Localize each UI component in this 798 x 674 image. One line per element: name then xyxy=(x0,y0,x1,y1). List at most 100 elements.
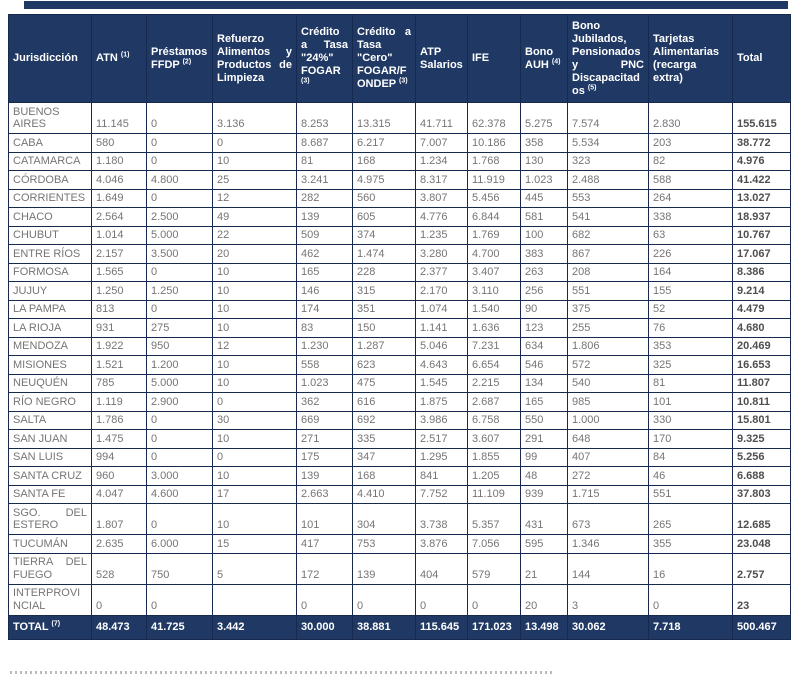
table-row: SAN LUIS 994 0 0 175 347 1.295 1.855 99 407 84 5.25… xyxy=(8,447,791,467)
value-cell: 168 xyxy=(352,466,416,486)
total-value-cell: 7.718 xyxy=(648,614,733,640)
value-cell: 335 xyxy=(352,429,416,449)
table-row: MISIONES 1.521 1.200 10 558 623 4.643 6.654 546 5… xyxy=(8,355,791,375)
row-total-cell: 5.256 xyxy=(732,447,791,467)
value-cell: 11.919 xyxy=(467,170,521,190)
value-cell: 0 xyxy=(146,188,213,208)
value-cell: 445 xyxy=(520,188,568,208)
jurisdiction-cell: BUENOS AIRES xyxy=(8,102,92,134)
value-cell: 170 xyxy=(648,429,733,449)
row-total-cell: 155.615 xyxy=(732,102,791,134)
footnote-marker: (1) xyxy=(120,51,130,59)
value-cell: 588 xyxy=(648,170,733,190)
value-cell: 541 xyxy=(567,207,649,227)
value-cell: 0 xyxy=(296,583,353,616)
value-cell: 49 xyxy=(212,207,297,227)
value-cell: 82 xyxy=(648,151,733,171)
value-cell: 10 xyxy=(212,318,297,338)
value-cell: 431 xyxy=(520,503,568,535)
value-cell: 595 xyxy=(520,534,568,554)
jurisdiction-cell: NEUQUÉN xyxy=(8,373,92,393)
row-total-cell: 10.811 xyxy=(732,392,791,412)
value-cell: 1.715 xyxy=(567,484,649,504)
value-cell: 4.643 xyxy=(415,355,468,375)
value-cell: 81 xyxy=(296,151,353,171)
value-cell: 6.000 xyxy=(146,534,213,554)
row-total-cell: 41.422 xyxy=(732,170,791,190)
row-total-cell: 23 xyxy=(732,583,791,616)
total-value-cell: 38.881 xyxy=(352,614,416,640)
value-cell: 355 xyxy=(648,534,733,554)
value-cell: 10 xyxy=(212,429,297,449)
value-cell: 3 xyxy=(567,583,649,616)
jurisdiction-cell: CORRIENTES xyxy=(8,188,92,208)
value-cell: 1.250 xyxy=(91,281,147,301)
value-cell: 0 xyxy=(415,583,468,616)
jurisdiction-cell: MENDOZA xyxy=(8,336,92,356)
value-cell: 8.253 xyxy=(296,102,353,134)
value-cell: 0 xyxy=(212,133,297,153)
value-cell: 30 xyxy=(212,410,297,430)
value-cell: 150 xyxy=(352,318,416,338)
total-value-cell: 3.442 xyxy=(212,614,297,640)
value-cell: 753 xyxy=(352,534,416,554)
value-cell: 203 xyxy=(648,133,733,153)
value-cell: 255 xyxy=(567,318,649,338)
value-cell: 139 xyxy=(296,466,353,486)
value-cell: 550 xyxy=(520,410,568,430)
row-total-cell: 23.048 xyxy=(732,534,791,554)
value-cell: 48 xyxy=(520,466,568,486)
value-cell: 551 xyxy=(567,281,649,301)
value-cell: 4.776 xyxy=(415,207,468,227)
value-cell: 1.636 xyxy=(467,318,521,338)
jurisdiction-cell: INTERPROVINCIAL xyxy=(8,583,92,616)
value-cell: 4.410 xyxy=(352,484,416,504)
row-total-cell: 37.803 xyxy=(732,484,791,504)
total-value-cell: 48.473 xyxy=(91,614,147,640)
row-total-cell: 4.479 xyxy=(732,299,791,319)
value-cell: 3.000 xyxy=(146,466,213,486)
value-cell: 4.600 xyxy=(146,484,213,504)
value-cell: 1.855 xyxy=(467,447,521,467)
value-cell: 123 xyxy=(520,318,568,338)
value-cell: 1.346 xyxy=(567,534,649,554)
value-cell: 813 xyxy=(91,299,147,319)
table-row: SGO. DEL ESTERO 1.807 0 10 101 304 3.738 5.357 4… xyxy=(8,503,791,535)
header-cell-1: ATN (1) xyxy=(91,14,147,103)
value-cell: 1.475 xyxy=(91,429,147,449)
row-total-cell: 4.976 xyxy=(732,151,791,171)
table-row: FORMOSA 1.565 0 10 165 228 2.377 3.407 263 208 164… xyxy=(8,262,791,282)
header-cell-8: Bono AUH (4) xyxy=(520,14,568,103)
jurisdiction-cell: SANTA CRUZ xyxy=(8,466,92,486)
value-cell: 7.231 xyxy=(467,336,521,356)
value-cell: 304 xyxy=(352,503,416,535)
value-cell: 13.315 xyxy=(352,102,416,134)
total-row: TOTAL (7) 48.473 41.725 3.442 30.000 38.881 11… xyxy=(8,614,791,640)
header-cell-9: Bono Jubilados, Pensionados y PNC Discap… xyxy=(567,14,649,103)
value-cell: 3.807 xyxy=(415,188,468,208)
value-cell: 2.170 xyxy=(415,281,468,301)
value-cell: 256 xyxy=(520,281,568,301)
table-row: MENDOZA 1.922 950 12 1.230 1.287 5.046 7.231 634… xyxy=(8,336,791,356)
value-cell: 669 xyxy=(296,410,353,430)
value-cell: 5 xyxy=(212,552,297,585)
value-cell: 931 xyxy=(91,318,147,338)
value-cell: 155 xyxy=(648,281,733,301)
value-cell: 83 xyxy=(296,318,353,338)
value-cell: 1.119 xyxy=(91,392,147,412)
value-cell: 6.844 xyxy=(467,207,521,227)
row-total-cell: 9.214 xyxy=(732,281,791,301)
value-cell: 0 xyxy=(146,151,213,171)
value-cell: 1.200 xyxy=(146,355,213,375)
value-cell: 11.145 xyxy=(91,102,147,134)
table-footer: TOTAL (7) 48.473 41.725 3.442 30.000 38.881 11… xyxy=(8,614,791,640)
value-cell: 263 xyxy=(520,262,568,282)
value-cell: 0 xyxy=(146,503,213,535)
value-cell: 0 xyxy=(146,583,213,616)
value-cell: 315 xyxy=(352,281,416,301)
value-cell: 271 xyxy=(296,429,353,449)
value-cell: 2.635 xyxy=(91,534,147,554)
value-cell: 1.141 xyxy=(415,318,468,338)
value-cell: 17 xyxy=(212,484,297,504)
value-cell: 353 xyxy=(648,336,733,356)
